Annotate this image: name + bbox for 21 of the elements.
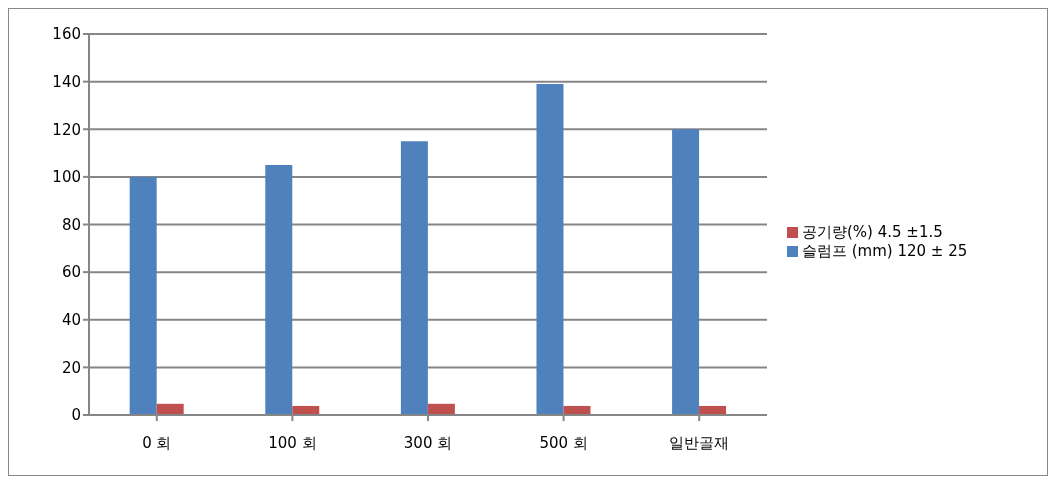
x-tick-label: 300 회 [403,433,453,452]
y-tick-label: 160 [52,25,81,44]
bar [129,176,157,415]
y-tick-label: 60 [61,263,81,282]
legend-label: 슬럼프 (mm) 120 ± 25 [802,242,968,260]
bar [536,84,564,415]
y-tick-label: 140 [52,72,81,91]
bar [265,164,293,415]
bar [672,129,700,415]
bar [400,141,428,415]
x-tick-label: 100 회 [268,433,317,452]
x-tick-label: 0 회 [142,433,172,452]
y-tick-label: 100 [52,168,81,187]
y-tick-label: 120 [52,120,81,139]
x-tick-label: 일반골재 [669,433,730,452]
y-tick-label: 80 [61,215,81,234]
legend-label: 공기량(%) 4.5 ±1.5 [802,223,943,241]
y-tick-label: 20 [61,358,81,377]
y-tick-label: 0 [71,406,81,425]
x-tick-label: 500 회 [539,433,588,452]
y-tick-label: 40 [61,311,81,330]
